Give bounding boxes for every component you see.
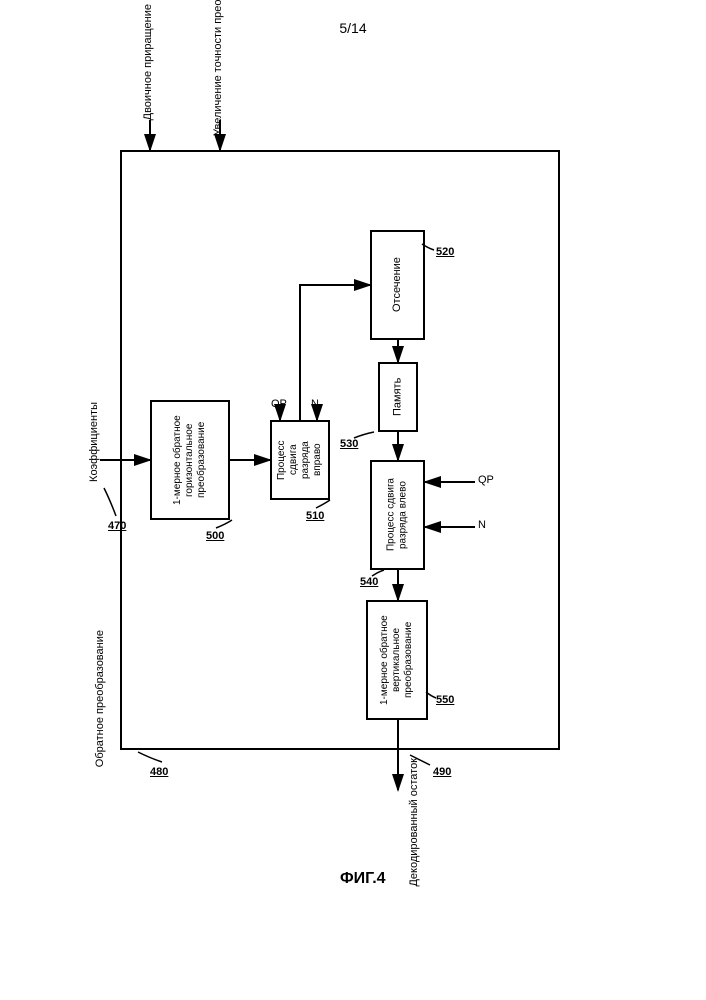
arrows-layer xyxy=(120,100,560,800)
label-inverse-transform: Обратное преобразование xyxy=(94,630,106,767)
label-coefficients: Коэффициенты xyxy=(88,402,100,482)
page-number: 5/14 xyxy=(0,20,706,36)
diagram-container: Двоичное приращение Увеличение точности … xyxy=(120,100,560,800)
figure-label: ФИГ.4 xyxy=(340,870,386,888)
